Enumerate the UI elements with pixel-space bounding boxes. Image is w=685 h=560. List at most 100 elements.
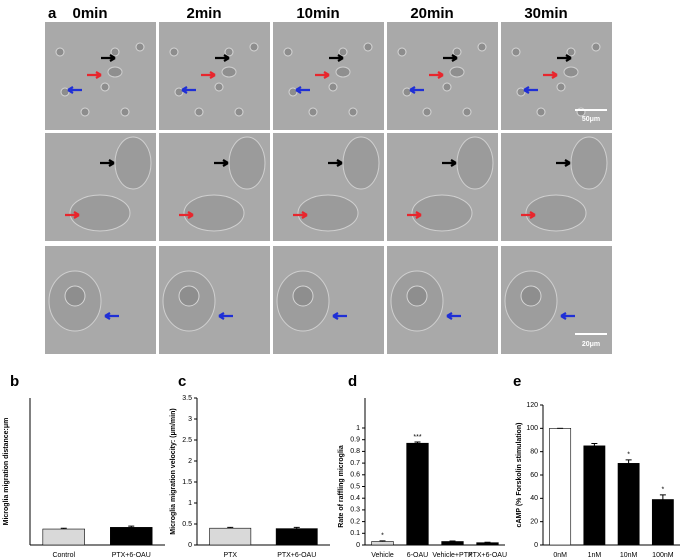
bar <box>441 541 464 546</box>
time-label: 30min <box>524 5 567 22</box>
cell <box>477 42 487 52</box>
scale-bar-label: 50μm <box>582 116 600 123</box>
bar <box>549 428 572 546</box>
cell <box>174 87 184 97</box>
cell <box>221 66 237 78</box>
arrow <box>409 86 424 94</box>
panel-label: c <box>178 373 186 390</box>
y-tick-label: 80 <box>530 449 538 456</box>
y-tick-label: 0 <box>188 542 192 549</box>
arrow <box>446 312 461 320</box>
annotation: * <box>381 533 384 540</box>
arrow <box>442 159 457 167</box>
bar <box>371 541 394 546</box>
bar <box>209 527 252 546</box>
error-bar <box>379 540 386 542</box>
cell <box>536 107 546 117</box>
arrow <box>429 71 444 79</box>
time-label: 2min <box>186 5 221 22</box>
arrow <box>521 211 536 219</box>
scale-bar-label: 20μm <box>582 341 600 348</box>
arrow <box>523 86 538 94</box>
cell <box>422 107 432 117</box>
x-tick-label: PTX+6-OAU <box>112 552 151 559</box>
arrow <box>218 312 233 320</box>
arrow <box>214 159 229 167</box>
y-axis-label: Microglia migration distance:μm <box>3 418 10 526</box>
arrow <box>101 54 116 62</box>
cell <box>178 285 200 307</box>
cell <box>80 107 90 117</box>
arrow <box>67 86 82 94</box>
cell <box>120 107 130 117</box>
y-tick-label: 100 <box>526 425 538 432</box>
cell <box>442 82 452 92</box>
y-tick-label: 0.9 <box>350 437 360 444</box>
cell <box>169 47 179 57</box>
arrow <box>557 54 572 62</box>
arrow <box>104 312 119 320</box>
cell <box>107 66 123 78</box>
cell <box>292 285 314 307</box>
error-bar <box>293 526 300 529</box>
cell <box>449 66 465 78</box>
y-tick-label: 0.6 <box>350 472 360 479</box>
y-tick-label: 120 <box>526 402 538 409</box>
cell <box>234 107 244 117</box>
arrow <box>556 159 571 167</box>
x-tick-label: 6-OAU <box>407 552 428 559</box>
cell <box>516 87 526 97</box>
error-bar <box>414 441 421 444</box>
cell <box>348 107 358 117</box>
x-tick-label: 1nM <box>588 552 602 559</box>
cell <box>511 47 521 57</box>
cell <box>69 194 131 232</box>
cell <box>342 136 380 190</box>
bar <box>406 442 429 546</box>
cell <box>570 136 608 190</box>
annotation: *** <box>413 434 421 441</box>
time-label: 20min <box>410 5 453 22</box>
arrow <box>332 312 347 320</box>
cell <box>406 285 428 307</box>
x-tick-label: Control <box>52 552 75 559</box>
y-tick-label: 20 <box>530 519 538 526</box>
arrow <box>328 159 343 167</box>
error-bar <box>227 526 234 529</box>
cell <box>328 82 338 92</box>
cell <box>55 47 65 57</box>
error-bar <box>128 525 135 528</box>
cell <box>397 47 407 57</box>
y-tick-label: 60 <box>530 472 538 479</box>
cell <box>288 87 298 97</box>
arrow <box>179 211 194 219</box>
arrow <box>293 211 308 219</box>
arrow <box>65 211 80 219</box>
cell <box>228 136 266 190</box>
cell <box>402 87 412 97</box>
arrow <box>315 71 330 79</box>
cell <box>335 66 351 78</box>
panel-label: d <box>348 373 357 390</box>
y-tick-label: 1.5 <box>182 479 192 486</box>
annotation: * <box>662 487 665 494</box>
cell <box>183 194 245 232</box>
arrow <box>329 54 344 62</box>
x-tick-label: 0nM <box>553 552 567 559</box>
y-tick-label: 0.3 <box>350 507 360 514</box>
cell <box>224 47 234 57</box>
cell <box>214 82 224 92</box>
bar <box>42 528 85 546</box>
y-tick-label: 40 <box>530 495 538 502</box>
error-bar <box>625 459 632 464</box>
y-tick-label: 2.5 <box>182 437 192 444</box>
cell <box>135 42 145 52</box>
cell <box>338 47 348 57</box>
y-tick-label: 0 <box>534 542 538 549</box>
y-tick-label: 0.5 <box>182 521 192 528</box>
x-tick-label: PTX <box>223 552 237 559</box>
arrow <box>215 54 230 62</box>
bar <box>617 463 640 546</box>
y-tick-label: 0 <box>356 542 360 549</box>
